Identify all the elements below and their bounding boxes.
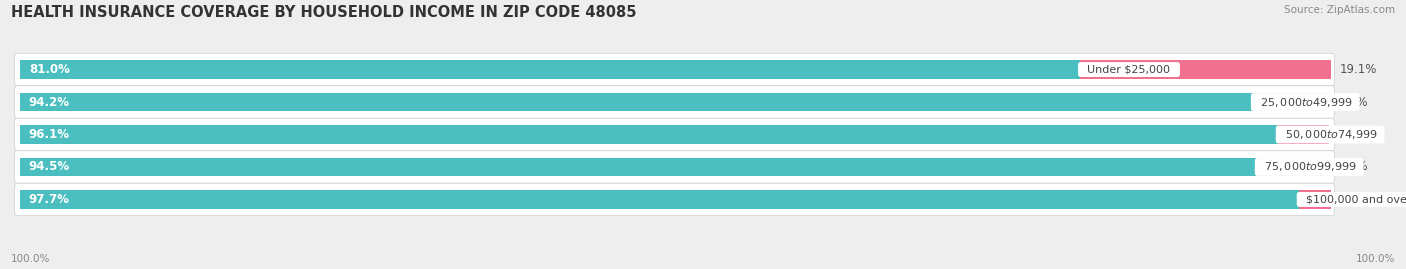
Text: 2.4%: 2.4%	[1340, 193, 1369, 206]
Bar	[20, 60, 1080, 79]
Bar	[20, 158, 1257, 176]
FancyBboxPatch shape	[14, 183, 1334, 216]
Bar	[1080, 60, 1330, 79]
Text: $75,000 to $99,999: $75,000 to $99,999	[1257, 161, 1361, 174]
Text: 97.7%: 97.7%	[30, 193, 70, 206]
Bar	[1278, 125, 1329, 144]
Bar	[1299, 190, 1330, 209]
Bar	[1257, 158, 1329, 176]
Text: 100.0%: 100.0%	[1355, 254, 1395, 264]
FancyBboxPatch shape	[14, 151, 1334, 183]
Text: Source: ZipAtlas.com: Source: ZipAtlas.com	[1284, 5, 1395, 15]
Text: 5.5%: 5.5%	[1339, 161, 1368, 174]
FancyBboxPatch shape	[14, 118, 1334, 151]
Text: $100,000 and over: $100,000 and over	[1299, 194, 1406, 204]
Text: $50,000 to $74,999: $50,000 to $74,999	[1278, 128, 1382, 141]
Text: HEALTH INSURANCE COVERAGE BY HOUSEHOLD INCOME IN ZIP CODE 48085: HEALTH INSURANCE COVERAGE BY HOUSEHOLD I…	[11, 5, 637, 20]
Text: 5.8%: 5.8%	[1339, 95, 1368, 108]
Text: $25,000 to $49,999: $25,000 to $49,999	[1253, 95, 1357, 108]
Text: 100.0%: 100.0%	[11, 254, 51, 264]
Bar	[20, 190, 1299, 209]
Bar	[20, 93, 1253, 111]
Text: Under $25,000: Under $25,000	[1080, 65, 1177, 75]
Bar	[1253, 93, 1329, 111]
Text: 81.0%: 81.0%	[30, 63, 70, 76]
FancyBboxPatch shape	[14, 86, 1334, 118]
Text: 3.9%: 3.9%	[1339, 128, 1368, 141]
FancyBboxPatch shape	[14, 53, 1334, 86]
Bar	[20, 125, 1278, 144]
Text: 96.1%: 96.1%	[30, 128, 70, 141]
Text: 19.1%: 19.1%	[1340, 63, 1376, 76]
Text: 94.2%: 94.2%	[30, 95, 70, 108]
Text: 94.5%: 94.5%	[30, 161, 70, 174]
